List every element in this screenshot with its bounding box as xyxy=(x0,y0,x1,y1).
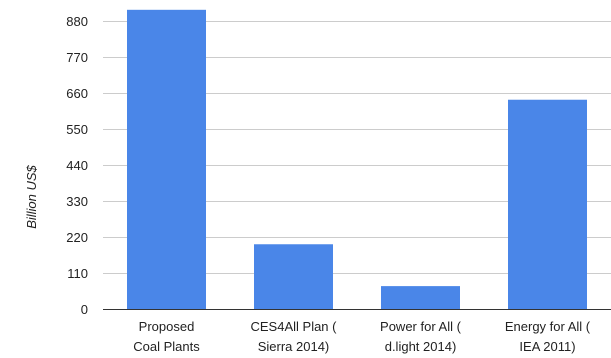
y-tick-label: 330 xyxy=(66,194,88,209)
y-axis-title: Billion US$ xyxy=(24,164,39,228)
x-category-label: CES4All Plan ( xyxy=(251,319,338,334)
y-axis-ticks: 0 110 220 330 440 550 660 770 880 xyxy=(66,14,88,317)
y-tick-label: 440 xyxy=(66,158,88,173)
x-axis-categories: Proposed Coal Plants CES4All Plan ( Sierra … xyxy=(133,319,591,354)
y-tick-label: 220 xyxy=(66,230,88,245)
bar xyxy=(254,244,333,309)
x-category-label: Proposed xyxy=(139,319,195,334)
y-tick-label: 0 xyxy=(81,302,88,317)
x-category-label: Coal Plants xyxy=(133,339,200,354)
bar xyxy=(508,99,587,309)
y-tick-label: 880 xyxy=(66,14,88,29)
y-tick-label: 660 xyxy=(66,86,88,101)
y-tick-label: 550 xyxy=(66,122,88,137)
y-tick-label: 110 xyxy=(67,266,88,281)
x-category-label: Energy for All ( xyxy=(505,319,591,334)
x-category-label: IEA 2011) xyxy=(519,339,575,354)
bar xyxy=(127,9,206,310)
x-category-label: d.light 2014) xyxy=(385,339,457,354)
x-category-label: Power for All ( xyxy=(380,319,462,334)
bar xyxy=(381,286,460,309)
x-category-label: Sierra 2014) xyxy=(258,339,330,354)
bars xyxy=(127,9,587,310)
y-tick-label: 770 xyxy=(66,50,88,65)
